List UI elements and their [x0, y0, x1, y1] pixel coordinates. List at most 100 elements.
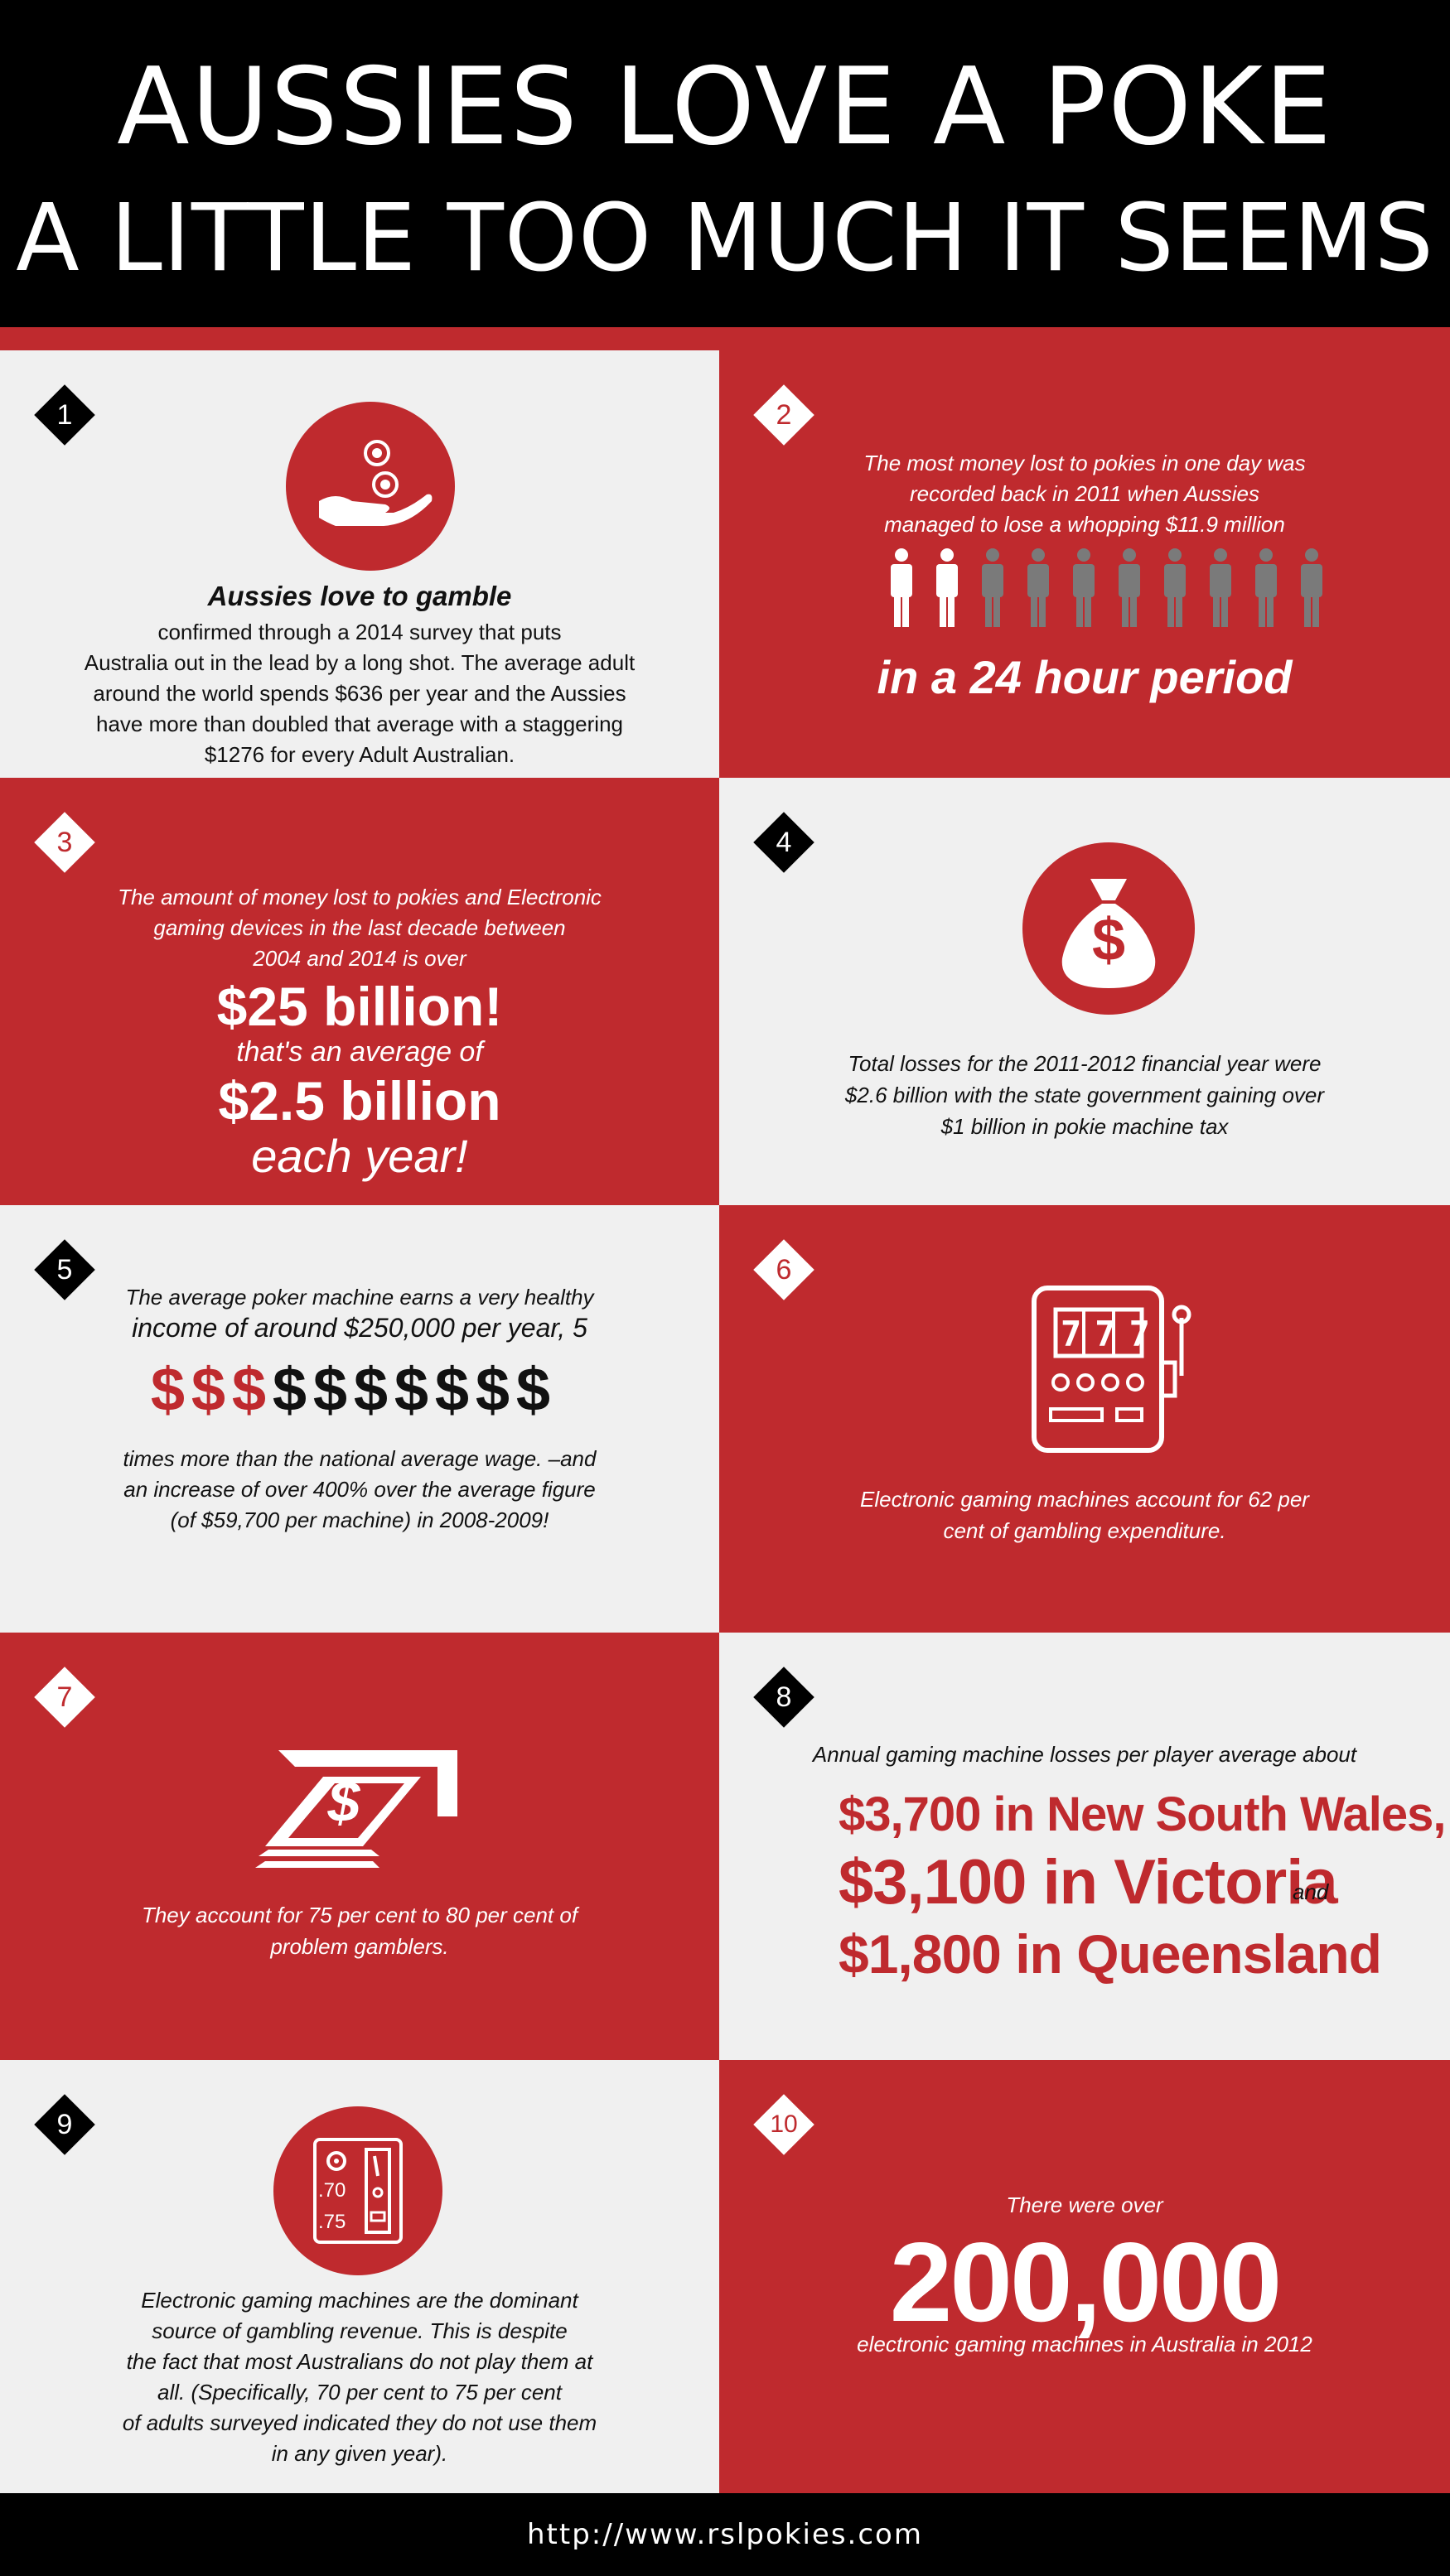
slot-reels: 777	[1061, 1314, 1163, 1354]
p1-line: confirmed through a 2014 survey that put…	[157, 620, 562, 644]
badge-number-10: 10	[770, 2110, 798, 2138]
p7-line: problem gamblers.	[270, 1934, 449, 1959]
p5-line: times more than the national average wag…	[123, 1446, 597, 1471]
badge-number-4: 4	[776, 827, 792, 858]
p3-line: 2004 and 2014 is over	[253, 946, 466, 971]
panel-3: 3 The amount of money lost to pokies and…	[0, 778, 719, 1205]
title-line-1: AUSSIES LOVE A POKE	[117, 46, 1333, 169]
p2-big-text: in a 24 hour period	[877, 651, 1293, 703]
p4-line: $2.6 billion with the state government g…	[844, 1083, 1325, 1107]
p3-line: The amount of money lost to pokies and E…	[118, 885, 602, 909]
p9-line: source of gambling revenue. This is desp…	[152, 2318, 568, 2343]
dollar-sign-icon: $	[272, 1355, 307, 1424]
p1-line: Australia out in the lead by a long shot…	[84, 650, 636, 675]
p1-line: around the world spends $636 per year an…	[93, 681, 626, 706]
dollar-sign-icon: $	[191, 1355, 226, 1424]
p6-body: Electronic gaming machines account for 6…	[719, 1483, 1450, 1546]
p5-line-1: The average poker machine earns a very h…	[125, 1285, 594, 1310]
p3-big-2: $2.5 billion	[218, 1070, 501, 1131]
coin-slot-icon	[273, 2106, 442, 2275]
p3-mid: that's an average of	[236, 1036, 483, 1068]
p8-line-3: $1,800 in Queensland	[839, 1923, 1382, 1985]
p3-big-1: $25 billion!	[216, 976, 503, 1037]
badge-number-6: 6	[776, 1254, 792, 1286]
p3-body: The amount of money lost to pokies and E…	[0, 882, 719, 974]
badge-number-5: 5	[56, 1254, 73, 1286]
panel-4: 4 $ Total losses for the 2011-2012 finan…	[719, 778, 1450, 1205]
p6-line: Electronic gaming machines account for 6…	[860, 1487, 1309, 1512]
badge-number-2: 2	[776, 399, 792, 431]
slot-machine-icon	[1032, 1286, 1191, 1453]
person-icon	[936, 548, 958, 627]
badge-number-8: 8	[776, 1681, 792, 1713]
title-line-2: A LITTLE TOO MUCH IT SEEMS	[16, 185, 1434, 292]
person-icon	[1027, 548, 1049, 627]
p6-line: cent of gambling expenditure.	[943, 1518, 1226, 1543]
p2-line: The most money lost to pokies in one day…	[863, 451, 1306, 475]
p9-line: in any given year).	[271, 2441, 448, 2466]
dollar-sign-icon: $	[394, 1355, 429, 1424]
p1-line: $1276 for every Adult Australian.	[204, 742, 515, 767]
panel-8: 8 Annual gaming machine losses per playe…	[719, 1633, 1450, 2060]
p4-line: Total losses for the 2011-2012 financial…	[848, 1051, 1322, 1076]
header-divider	[0, 327, 1450, 350]
panel-1: 1 Aussies love to gamble confirmed throu…	[0, 350, 719, 778]
panel-10: 10 There were over 200,000 electronic ga…	[719, 2060, 1450, 2493]
dollar-sign-icon: $	[475, 1355, 510, 1424]
badge-number-1: 1	[56, 399, 73, 431]
money-bag-symbol: $	[1091, 907, 1126, 973]
badge-number-3: 3	[56, 827, 73, 858]
cash-bill-icon	[255, 1750, 457, 1868]
p2-body: The most money lost to pokies in one day…	[719, 448, 1450, 540]
dollar-sign-icon: $	[353, 1355, 389, 1424]
p7-body: They account for 75 per cent to 80 per c…	[0, 1899, 719, 1962]
p3-big-3: each year!	[251, 1130, 468, 1182]
p2-line: managed to lose a whopping $11.9 million	[884, 512, 1285, 537]
header-banner: AUSSIES LOVE A POKE A LITTLE TOO MUCH IT…	[0, 0, 1450, 327]
p8-line-2-suffix: and	[1293, 1879, 1329, 1904]
dollar-sign-row: $ $ $ $ $ $ $ $ $ $	[147, 1354, 578, 1429]
p5-line: (of $59,700 per machine) in 2008-2009!	[170, 1507, 549, 1532]
dollar-sign-icon: $	[434, 1355, 470, 1424]
footer-url[interactable]: http://www.rslpokies.com	[0, 2493, 1450, 2576]
dollar-sign-icon: $	[515, 1355, 551, 1424]
p1-line: have more than doubled that average with…	[96, 712, 623, 736]
dollar-sign-icon: $	[231, 1355, 267, 1424]
p8-intro: Annual gaming machine losses per player …	[812, 1742, 1357, 1767]
p4-line: $1 billion in pokie machine tax	[940, 1114, 1229, 1139]
panel-9: 9 .70 .75 Electronic gaming machines are…	[0, 2060, 719, 2493]
p9-line: of adults surveyed indicated they do not…	[122, 2410, 597, 2435]
hand-coins-icon	[286, 402, 455, 571]
badge-number-7: 7	[56, 1681, 73, 1713]
person-icon	[1255, 548, 1277, 627]
coin-label-1: .70	[318, 2179, 346, 2202]
person-icon	[1119, 548, 1140, 627]
p10-big-number: 200,000	[889, 2219, 1283, 2345]
panel-7: 7 $ They account for 75 per cent to 80 p…	[0, 1633, 719, 2060]
p9-line: the fact that most Australians do not pl…	[126, 2349, 593, 2374]
p10-bottom: electronic gaming machines in Australia …	[857, 2332, 1312, 2357]
people-icon-row	[891, 548, 1322, 627]
p5-body: times more than the national average wag…	[0, 1444, 719, 1536]
p2-line: recorded back in 2011 when Aussies	[909, 481, 1260, 506]
p9-body: Electronic gaming machines are the domin…	[0, 2285, 719, 2469]
p7-line: They account for 75 per cent to 80 per c…	[141, 1903, 578, 1927]
person-icon	[1164, 548, 1186, 627]
p3-line: gaming devices in the last decade betwee…	[153, 915, 566, 940]
p9-line: Electronic gaming machines are the domin…	[141, 2288, 578, 2313]
person-icon	[1073, 548, 1095, 627]
badge-number-9: 9	[56, 2109, 73, 2140]
person-icon	[891, 548, 912, 627]
p1-body: confirmed through a 2014 survey that put…	[0, 617, 719, 770]
person-icon	[1210, 548, 1231, 627]
p5-line-2: income of around $250,000 per year, 5	[132, 1313, 587, 1343]
p10-top: There were over	[1006, 2192, 1163, 2217]
money-bag-icon	[1022, 842, 1195, 1015]
coin-label-2: .75	[318, 2211, 346, 2233]
p1-heading: Aussies love to gamble	[207, 581, 512, 611]
p8-line-2: $3,100 in Victoria	[839, 1847, 1338, 1918]
panel-2: 2 The most money lost to pokies in one d…	[719, 350, 1450, 778]
cash-bill-symbol: $	[327, 1769, 360, 1834]
person-icon	[982, 548, 1003, 627]
dollar-sign-icon: $	[150, 1355, 186, 1424]
